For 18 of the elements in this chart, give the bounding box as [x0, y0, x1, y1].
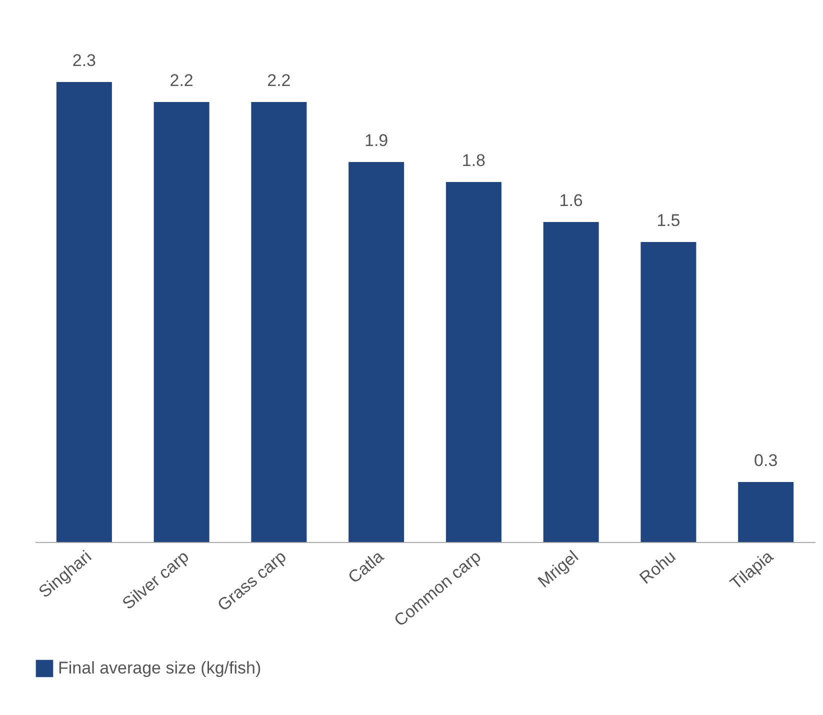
data-label: 2.2: [267, 71, 291, 90]
bar: [446, 182, 502, 542]
x-tick-label: Catla: [344, 546, 388, 588]
data-label: 0.3: [754, 451, 778, 470]
data-label: 1.5: [656, 211, 680, 230]
data-label: 1.8: [462, 151, 486, 170]
bar: [56, 82, 112, 542]
bar: [738, 482, 794, 542]
bar: [251, 102, 307, 542]
bar: [348, 162, 404, 542]
legend-label: Final average size (kg/fish): [58, 658, 262, 678]
data-label: 2.3: [72, 51, 96, 70]
data-label: 2.2: [170, 71, 194, 90]
bar: [640, 242, 696, 542]
data-label: 1.6: [559, 191, 583, 210]
data-label: 1.9: [364, 131, 388, 150]
bar: [154, 102, 210, 542]
bar: [543, 222, 599, 542]
